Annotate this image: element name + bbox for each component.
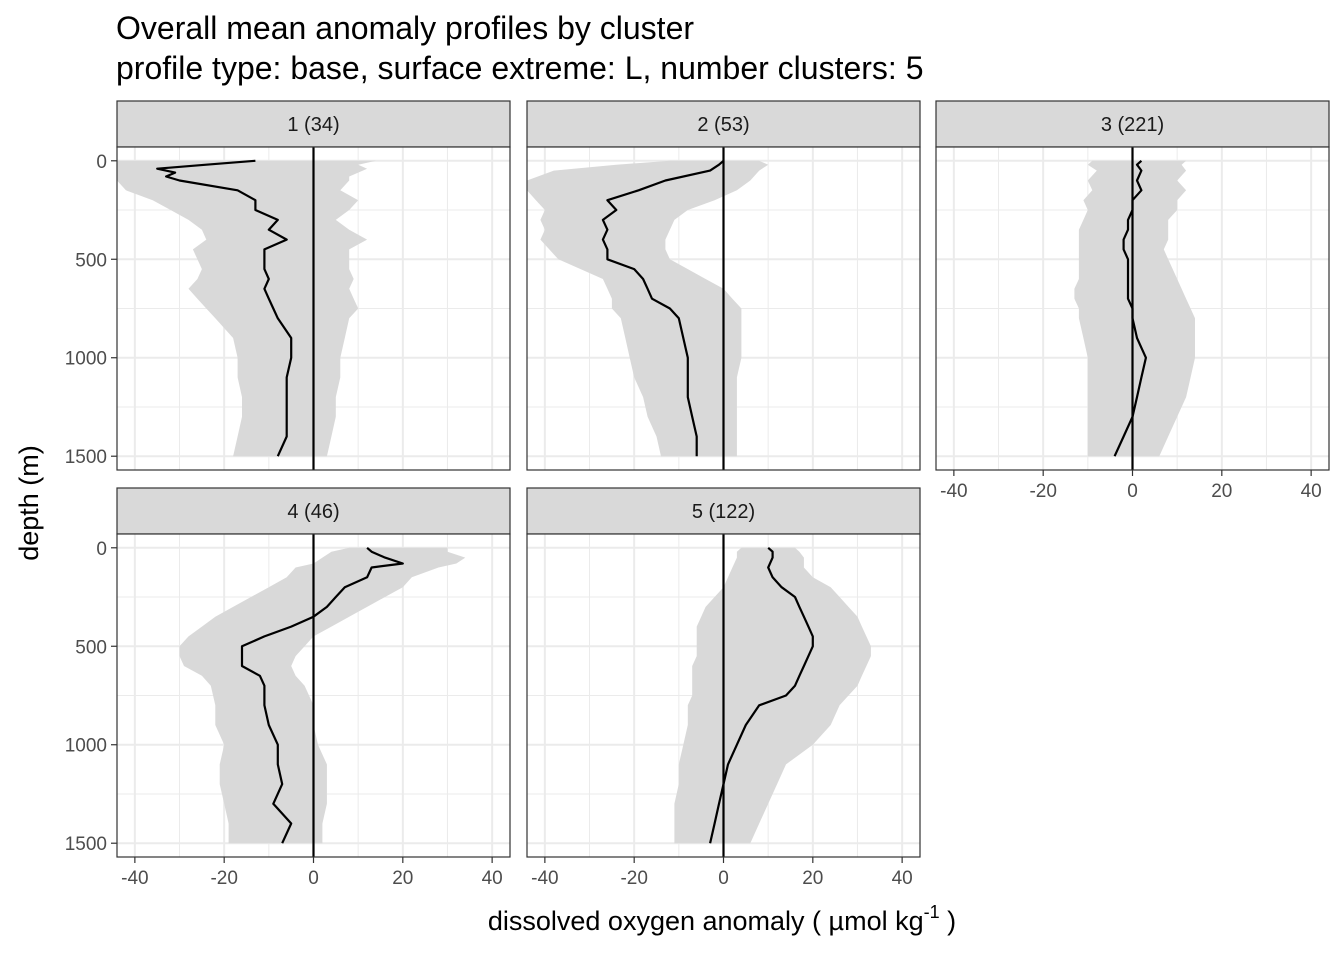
x-tick-label: 20 bbox=[392, 868, 413, 889]
y-tick-label: 0 bbox=[96, 152, 107, 173]
facet-panel-2: 2 (53) bbox=[526, 100, 921, 471]
panel-border bbox=[526, 146, 921, 471]
x-tick-label: -40 bbox=[121, 868, 148, 889]
mean-profile-line bbox=[156, 159, 293, 457]
x-axis-title-superscript: -1 bbox=[924, 902, 940, 922]
x-tick-label: 0 bbox=[1127, 481, 1138, 502]
mean-profile-line bbox=[601, 159, 725, 457]
uncertainty-ribbon bbox=[179, 547, 466, 844]
y-tick-label: 500 bbox=[75, 250, 107, 271]
y-tick-label: 1500 bbox=[65, 834, 107, 855]
x-tick-label: 20 bbox=[802, 868, 823, 889]
facet-strip-label: 1 (34) bbox=[287, 114, 339, 136]
x-axis-title-suffix: ) bbox=[940, 906, 957, 936]
x-tick-label: -20 bbox=[210, 868, 237, 889]
x-tick-label: -40 bbox=[531, 868, 558, 889]
mean-profile-line bbox=[240, 546, 404, 844]
x-tick-label: -40 bbox=[940, 481, 967, 502]
mean-profile-line bbox=[1113, 159, 1147, 457]
x-tick-label: -20 bbox=[620, 868, 647, 889]
uncertainty-ribbon bbox=[1074, 160, 1195, 457]
chart-title: Overall mean anomaly profiles by cluster bbox=[116, 10, 695, 46]
facet-panel-4: 4 (46) 0 500 1000 1500 -40 -20 0 20 40 bbox=[65, 487, 511, 889]
x-axis-title-main: dissolved oxygen anomaly ( µmol kg bbox=[488, 906, 924, 936]
y-axis-title: depth (m) bbox=[14, 445, 44, 561]
x-axis-title: dissolved oxygen anomaly ( µmol kg-1 ) bbox=[488, 902, 956, 936]
uncertainty-ribbon bbox=[117, 160, 376, 457]
panels-layer: 1 (34) 0 500 1000 1500 2 (53) 3 (221) -40 -20 0 20… bbox=[65, 100, 1330, 889]
x-tick-label: 0 bbox=[308, 868, 319, 889]
x-tick-label: 40 bbox=[482, 868, 503, 889]
facet-strip-label: 5 (122) bbox=[692, 501, 755, 523]
facet-panel-3: 3 (221) -40 -20 0 20 40 bbox=[935, 100, 1330, 502]
facet-strip bbox=[526, 487, 921, 535]
mean-profile-line bbox=[709, 546, 814, 844]
y-tick-label: 1000 bbox=[65, 349, 107, 370]
x-tick-label: 20 bbox=[1211, 481, 1232, 502]
y-tick-label: 1500 bbox=[65, 447, 107, 468]
y-tick-label: 1000 bbox=[65, 736, 107, 757]
facet-panel-1: 1 (34) 0 500 1000 1500 bbox=[65, 100, 511, 471]
y-tick-label: 500 bbox=[75, 637, 107, 658]
x-tick-label: 40 bbox=[892, 868, 913, 889]
y-tick-label: 0 bbox=[96, 539, 107, 560]
x-tick-label: 40 bbox=[1301, 481, 1322, 502]
panel-border bbox=[116, 146, 511, 471]
facet-panel-5: 5 (122) -40 -20 0 20 40 bbox=[526, 487, 921, 889]
chart-subtitle: profile type: base, surface extreme: L, … bbox=[116, 50, 924, 86]
uncertainty-ribbon bbox=[527, 160, 769, 457]
x-tick-label: -20 bbox=[1029, 481, 1056, 502]
facet-strip-label: 3 (221) bbox=[1101, 114, 1164, 136]
facet-strip-label: 4 (46) bbox=[287, 501, 339, 523]
facet-strip-label: 2 (53) bbox=[697, 114, 749, 136]
facet-strip bbox=[526, 100, 921, 148]
facet-strip bbox=[935, 100, 1330, 148]
x-tick-label: 0 bbox=[718, 868, 729, 889]
